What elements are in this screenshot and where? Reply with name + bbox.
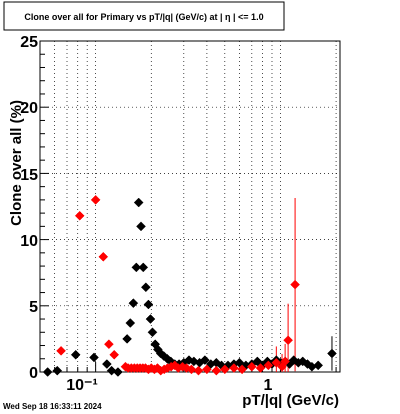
data-point xyxy=(101,359,112,369)
data-point xyxy=(56,345,66,356)
data-point xyxy=(128,298,139,309)
data-point xyxy=(186,364,197,375)
data-point xyxy=(113,367,123,377)
data-points xyxy=(42,195,337,377)
title-box xyxy=(3,1,285,31)
x-axis-title: pT/|q| (GeV/c) xyxy=(242,392,339,409)
y-axis-title: Clone over all (%) xyxy=(8,100,25,226)
data-point xyxy=(109,349,120,360)
chart-title: Clone over all for Primary vs pT/|q| (Ge… xyxy=(24,12,263,22)
y-tick-label: 20 xyxy=(20,100,38,117)
data-point xyxy=(131,262,142,273)
y-tick-label: 5 xyxy=(29,299,38,316)
data-point xyxy=(141,282,151,293)
data-point xyxy=(136,221,146,232)
data-point xyxy=(219,364,230,375)
data-point xyxy=(200,355,210,365)
data-point xyxy=(202,364,212,375)
data-point xyxy=(143,299,154,310)
data-point xyxy=(90,195,101,205)
y-tick-label: 15 xyxy=(20,167,38,184)
data-point xyxy=(271,357,282,368)
axis-ticks xyxy=(39,40,337,373)
data-point xyxy=(74,210,85,221)
data-point xyxy=(193,365,204,376)
x-tick-label: 10⁻¹ xyxy=(66,377,98,394)
data-point xyxy=(290,279,300,290)
data-point xyxy=(237,364,247,375)
data-point xyxy=(89,352,99,363)
data-point xyxy=(263,360,274,371)
timestamp: Wed Sep 18 16:33:11 2024 xyxy=(3,402,102,411)
data-point xyxy=(145,314,156,324)
data-point xyxy=(246,361,257,372)
data-point xyxy=(133,197,144,208)
data-point xyxy=(211,365,222,376)
x-tick-label: 1 xyxy=(264,377,273,394)
data-point xyxy=(98,251,109,262)
data-point xyxy=(52,365,63,376)
data-point xyxy=(280,356,290,367)
data-point xyxy=(138,262,149,273)
data-point xyxy=(122,334,132,344)
data-point xyxy=(327,348,337,359)
data-point xyxy=(147,327,158,338)
y-tick-label: 10 xyxy=(20,233,38,250)
data-point xyxy=(104,339,114,350)
data-point xyxy=(283,335,293,346)
y-tick-label: 0 xyxy=(29,365,38,382)
data-point xyxy=(255,363,266,373)
data-point xyxy=(125,318,136,328)
data-point xyxy=(313,360,324,371)
y-tick-label: 25 xyxy=(20,34,38,51)
data-point xyxy=(106,365,117,376)
data-point xyxy=(229,363,239,373)
data-point xyxy=(70,349,81,360)
data-point xyxy=(42,367,53,377)
